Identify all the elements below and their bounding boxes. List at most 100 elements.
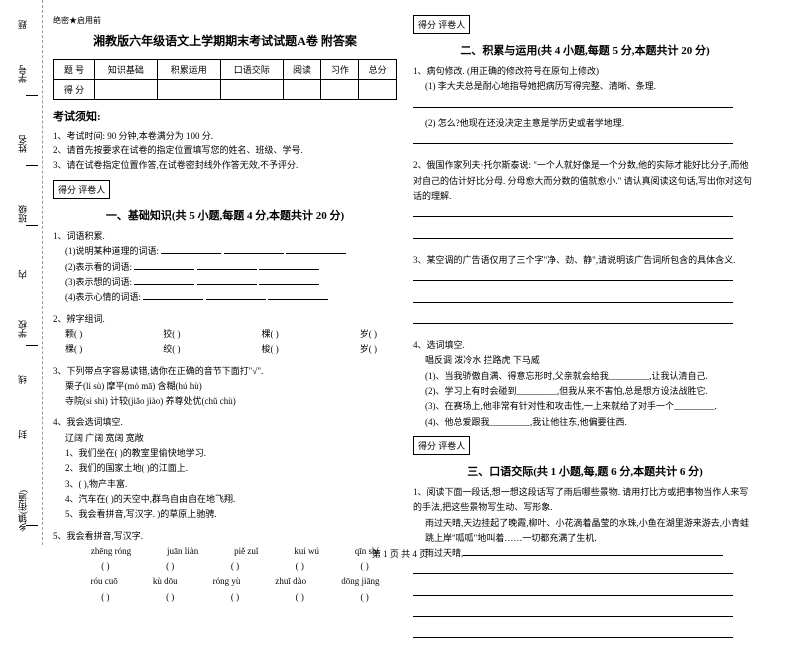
scorer-box: 得分 评卷人	[413, 15, 470, 34]
td[interactable]	[359, 80, 397, 100]
char[interactable]: 狡( )	[163, 327, 180, 342]
blank[interactable]	[259, 275, 319, 285]
side-label: 学校	[16, 320, 29, 338]
td[interactable]	[321, 80, 359, 100]
blank[interactable]	[134, 260, 194, 270]
s3q1-stem: 1、阅读下面一段话,想一想这段话写了雨后哪些景物. 请用打比方或把事物当作人来写…	[413, 485, 757, 516]
table-row: 题 号 知识基础 积累运用 口语交际 阅读 习作 总分	[54, 60, 397, 80]
char[interactable]: 岁( )	[360, 327, 377, 342]
char[interactable]: 岁( )	[360, 342, 377, 357]
pinyin: dōng jiāng	[341, 574, 379, 589]
answer-line[interactable]	[413, 207, 733, 217]
blank[interactable]	[143, 290, 203, 300]
s2q1-sub[interactable]: (1) 李大夫总是耐心地指导她把病历写得完整、清晰、条理.	[413, 79, 757, 94]
side-blank	[26, 165, 38, 166]
q4-line[interactable]: 1、我们坐在( )的教室里偷快地学习.	[53, 446, 397, 461]
q1-sub: (2)表示看的词语:	[65, 262, 132, 272]
blank[interactable]	[134, 275, 194, 285]
q3-line[interactable]: 栗子(lì sù) 摩平(mó mā) 含糊(hú hù)	[53, 379, 397, 394]
char-blank[interactable]: ( )	[231, 590, 239, 605]
s3q1: 1、阅读下面一段话,想一想这段话写了雨后哪些景物. 请用打比方或把事物当作人来写…	[413, 485, 757, 647]
char-blank[interactable]: ( )	[360, 559, 368, 574]
pinyin: róng yù	[213, 574, 241, 589]
s2q2-text: 2、俄国作家列夫·托尔斯泰说: "一个人就好像是一个分数,他的实际才能好比分子,…	[413, 158, 757, 204]
blank[interactable]	[206, 290, 266, 300]
notice-item: 2、请首先按要求在试卷的指定位置填写您的姓名、班级、学号.	[53, 143, 397, 157]
secret-label: 绝密★启用前	[53, 15, 397, 26]
char-blank[interactable]: ( )	[101, 590, 109, 605]
blank[interactable]	[197, 260, 257, 270]
notice-list: 1、考试时间: 90 分钟,本卷满分为 100 分. 2、请首先按要求在试卷的指…	[53, 129, 397, 172]
pinyin: zhuī dào	[275, 574, 306, 589]
table-row: 得 分	[54, 80, 397, 100]
q4-line[interactable]: 4、汽车在( )的天空中,群鸟自由自在地飞翔.	[53, 492, 397, 507]
q1-sub: (3)表示想的词语:	[65, 277, 132, 287]
scorer-box: 得分 评卷人	[413, 436, 470, 455]
td[interactable]	[283, 80, 321, 100]
s2q4-line[interactable]: (3)、在赛场上,他非常有针对性和攻击性,一上来就给了对手一个_________…	[413, 399, 757, 414]
section2-title: 二、积累与运用(共 4 小题,每题 5 分,本题共计 20 分)	[413, 42, 757, 58]
char-blank[interactable]: ( )	[360, 590, 368, 605]
char-blank[interactable]: ( )	[101, 559, 109, 574]
blank[interactable]	[259, 260, 319, 270]
q2-stem: 2、辨字组词.	[53, 312, 397, 327]
answer-line[interactable]	[413, 628, 733, 638]
score-table: 题 号 知识基础 积累运用 口语交际 阅读 习作 总分 得 分	[53, 59, 397, 100]
answer-line[interactable]	[413, 98, 733, 108]
answer-line[interactable]	[413, 293, 733, 303]
q4-stem: 4、我会选词填空.	[53, 415, 397, 430]
th: 题 号	[54, 60, 95, 80]
answer-line[interactable]	[413, 607, 733, 617]
td[interactable]	[220, 80, 283, 100]
s2q1-sub[interactable]: (2) 怎么?他现在还没决定主意是学历史或者学地理.	[413, 116, 757, 131]
blank[interactable]	[224, 244, 284, 254]
answer-line[interactable]	[413, 229, 733, 239]
char-blank[interactable]: ( )	[296, 590, 304, 605]
side-label: 姓名	[16, 135, 29, 153]
answer-line[interactable]	[413, 586, 733, 596]
section3-title: 三、口语交际(共 1 小题,每,题 6 分,本题共计 6 分)	[413, 463, 757, 479]
answer-line[interactable]	[413, 134, 733, 144]
blank[interactable]	[161, 244, 221, 254]
char-blank[interactable]: ( )	[296, 559, 304, 574]
answer-line[interactable]	[413, 271, 733, 281]
th: 总分	[359, 60, 397, 80]
q3: 3、下列带点字容易读错,请你在正确的音节下面打"√". 栗子(lì sù) 摩平…	[53, 364, 397, 410]
side-blank	[26, 525, 38, 526]
answer-line[interactable]	[413, 564, 733, 574]
char[interactable]: 梭( )	[262, 342, 279, 357]
notice-title: 考试须知:	[53, 108, 397, 124]
right-column: 得分 评卷人 二、积累与运用(共 4 小题,每题 5 分,本题共计 20 分) …	[405, 15, 765, 540]
notice-item: 1、考试时间: 90 分钟,本卷满分为 100 分.	[53, 129, 397, 143]
s2q1: 1、病句修改. (用正确的修改符号在原句上修改) (1) 李大夫总是耐心地指导她…	[413, 64, 757, 152]
char[interactable]: 棵( )	[65, 342, 82, 357]
blank[interactable]	[197, 275, 257, 285]
td[interactable]	[94, 80, 157, 100]
th: 知识基础	[94, 60, 157, 80]
s2q2: 2、俄国作家列夫·托尔斯泰说: "一个人就好像是一个分数,他的实际才能好比分子,…	[413, 158, 757, 246]
side-blank	[26, 345, 38, 346]
q5: 5、我会看拼音,写汉字. zhēng róng juān liàn piě zu…	[53, 529, 397, 605]
q4-line[interactable]: 2、我们的国家土地( )的江面上.	[53, 461, 397, 476]
char[interactable]: 绞( )	[163, 342, 180, 357]
answer-line[interactable]	[413, 314, 733, 324]
s2q4-line[interactable]: (4)、他总爱跟我_________,我让他往东,他偏要往西.	[413, 415, 757, 430]
notice-item: 3、请在试卷指定位置作答,在试卷密封线外作答无效,不予评分.	[53, 158, 397, 172]
side-label: 线	[16, 375, 29, 384]
blank[interactable]	[268, 290, 328, 300]
td[interactable]	[157, 80, 220, 100]
char[interactable]: 颗( )	[65, 327, 82, 342]
exam-title: 湘教版六年级语文上学期期末考试试题A卷 附答案	[53, 32, 397, 49]
q5-stem: 5、我会看拼音,写汉字.	[53, 529, 397, 544]
q3-line[interactable]: 寺院(sì shì) 计较(jiǎo jiào) 养尊处优(chǔ chù)	[53, 394, 397, 409]
s2q4-line[interactable]: (2)、学习上有时会碰到_________,但我从来不害怕,总是想方设法战胜它.	[413, 384, 757, 399]
blank[interactable]	[286, 244, 346, 254]
s2q4-line[interactable]: (1)、当我骄傲自满、得意忘形时,父亲就会给我_________,让我认清自己.	[413, 369, 757, 384]
char-blank[interactable]: ( )	[166, 559, 174, 574]
char-blank[interactable]: ( )	[166, 590, 174, 605]
q4-line[interactable]: 5、我会看拼音,写汉字. )的草原上驰骋.	[53, 507, 397, 522]
q4-words: 辽阔 广阔 宽阔 宽敞	[53, 431, 397, 446]
q4-line[interactable]: 3、( ),物产丰富.	[53, 477, 397, 492]
char[interactable]: 棵( )	[262, 327, 279, 342]
char-blank[interactable]: ( )	[231, 559, 239, 574]
